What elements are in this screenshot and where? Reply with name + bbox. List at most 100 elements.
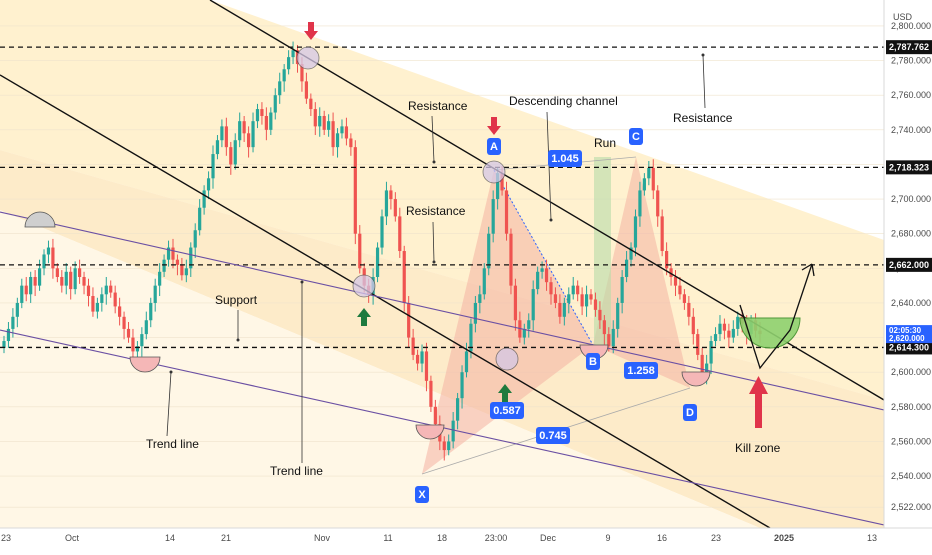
price-tick-label: 2,680.000 <box>891 229 931 239</box>
resistance-pointer-2-tip <box>432 260 436 264</box>
candle <box>69 266 73 300</box>
svg-text:1.258: 1.258 <box>627 365 655 377</box>
candle <box>327 114 331 137</box>
time-tick-label: 14 <box>165 533 175 543</box>
candle <box>242 115 246 142</box>
candle <box>513 278 518 331</box>
ratio-0745-tag: 0.745 <box>536 427 570 444</box>
candle <box>251 112 255 153</box>
trend-line-label-1: Trend line <box>146 437 199 451</box>
svg-text:1.045: 1.045 <box>551 153 579 165</box>
candle <box>224 117 228 156</box>
candle <box>246 126 251 158</box>
candle <box>42 249 46 276</box>
trend-line-pointer-2-tip <box>300 280 304 284</box>
candle <box>660 209 664 257</box>
candle <box>678 276 682 300</box>
a-circle <box>482 160 506 184</box>
ratio-1045-tag: 1.045 <box>548 150 582 167</box>
point-b-tag: B <box>586 353 600 370</box>
candle <box>576 280 580 302</box>
candle <box>78 259 82 284</box>
svg-text:X: X <box>418 489 426 501</box>
candle <box>727 323 731 348</box>
candle <box>233 133 237 170</box>
candle <box>109 280 113 298</box>
candle <box>718 315 722 342</box>
xab-triangle <box>422 170 593 474</box>
candle <box>602 315 606 345</box>
candle <box>358 225 362 274</box>
candle <box>113 285 117 314</box>
candle <box>60 270 64 293</box>
candle <box>536 266 540 295</box>
half-circle-support <box>129 356 161 373</box>
candle <box>687 296 691 326</box>
candle <box>6 321 11 348</box>
resistance-pointer-1-tip <box>432 160 436 164</box>
candle <box>149 297 153 328</box>
time-tick-label: 11 <box>383 533 392 543</box>
candle <box>442 436 446 461</box>
candle <box>478 285 482 314</box>
candle <box>531 280 535 331</box>
price-tick-label: 2,600.000 <box>891 367 931 377</box>
time-tick-label: 23 <box>711 533 721 543</box>
candle <box>682 289 686 310</box>
candle <box>269 107 273 136</box>
support-circle <box>352 274 376 298</box>
candle <box>593 292 598 317</box>
drawing-lines <box>0 0 884 528</box>
candle <box>309 93 313 116</box>
price-tick-label: 2,522.000 <box>891 502 931 512</box>
candle <box>624 251 629 283</box>
green-up-arrow-2 <box>498 384 512 402</box>
bottom-band <box>0 210 760 528</box>
candle <box>691 308 695 345</box>
price-level-tag: 2,614.300 <box>886 340 932 355</box>
kill-zone-label: Kill zone <box>735 441 781 455</box>
resistance-label-1: Resistance <box>408 99 468 113</box>
time-axis[interactable]: 23 Oct 14 21 Nov 11 18 23:00 Dec 9 16 23 2025 13 <box>0 527 932 550</box>
price-level-tag: 2,787.762 <box>886 40 932 55</box>
grid-layer <box>0 25 884 508</box>
half-circle-x <box>415 424 445 440</box>
candle <box>709 335 713 374</box>
candle <box>46 240 51 264</box>
candle <box>202 185 206 215</box>
candle <box>322 110 326 136</box>
candle <box>731 320 735 343</box>
candle <box>153 278 157 312</box>
candle <box>198 199 202 236</box>
candle <box>722 318 727 340</box>
candle <box>211 145 215 189</box>
b-low-circle <box>495 347 519 371</box>
candle <box>82 271 86 295</box>
projection-arrowhead <box>801 263 815 277</box>
time-tick-label: 13 <box>867 533 877 543</box>
candle <box>647 160 651 186</box>
red-marker-a <box>487 117 501 135</box>
svg-text:0.745: 0.745 <box>539 430 567 442</box>
candle <box>736 311 740 336</box>
candle <box>460 365 464 409</box>
time-tick-label: 23 <box>1 533 11 543</box>
annotations: Resistance Resistance Resistance Descend… <box>146 94 781 478</box>
time-tick-label: 21 <box>221 533 231 543</box>
candle <box>638 181 642 227</box>
candle <box>304 72 308 104</box>
candle <box>424 342 429 392</box>
price-axis[interactable]: USD 2,522.000 2,540.000 2,560.000 2,580.000… <box>883 0 932 528</box>
point-x-tag: X <box>415 486 429 503</box>
candle <box>131 328 135 359</box>
green-up-arrow-1 <box>357 308 371 326</box>
price-tick-label: 2,560.000 <box>891 436 931 446</box>
price-tick-label: 2,780.000 <box>891 56 931 66</box>
candle <box>140 327 144 357</box>
resistance-label-3: Resistance <box>673 111 733 125</box>
trend-line-pointer-1 <box>166 371 172 437</box>
candle <box>607 327 611 352</box>
resistance-pointer-2 <box>432 221 435 263</box>
